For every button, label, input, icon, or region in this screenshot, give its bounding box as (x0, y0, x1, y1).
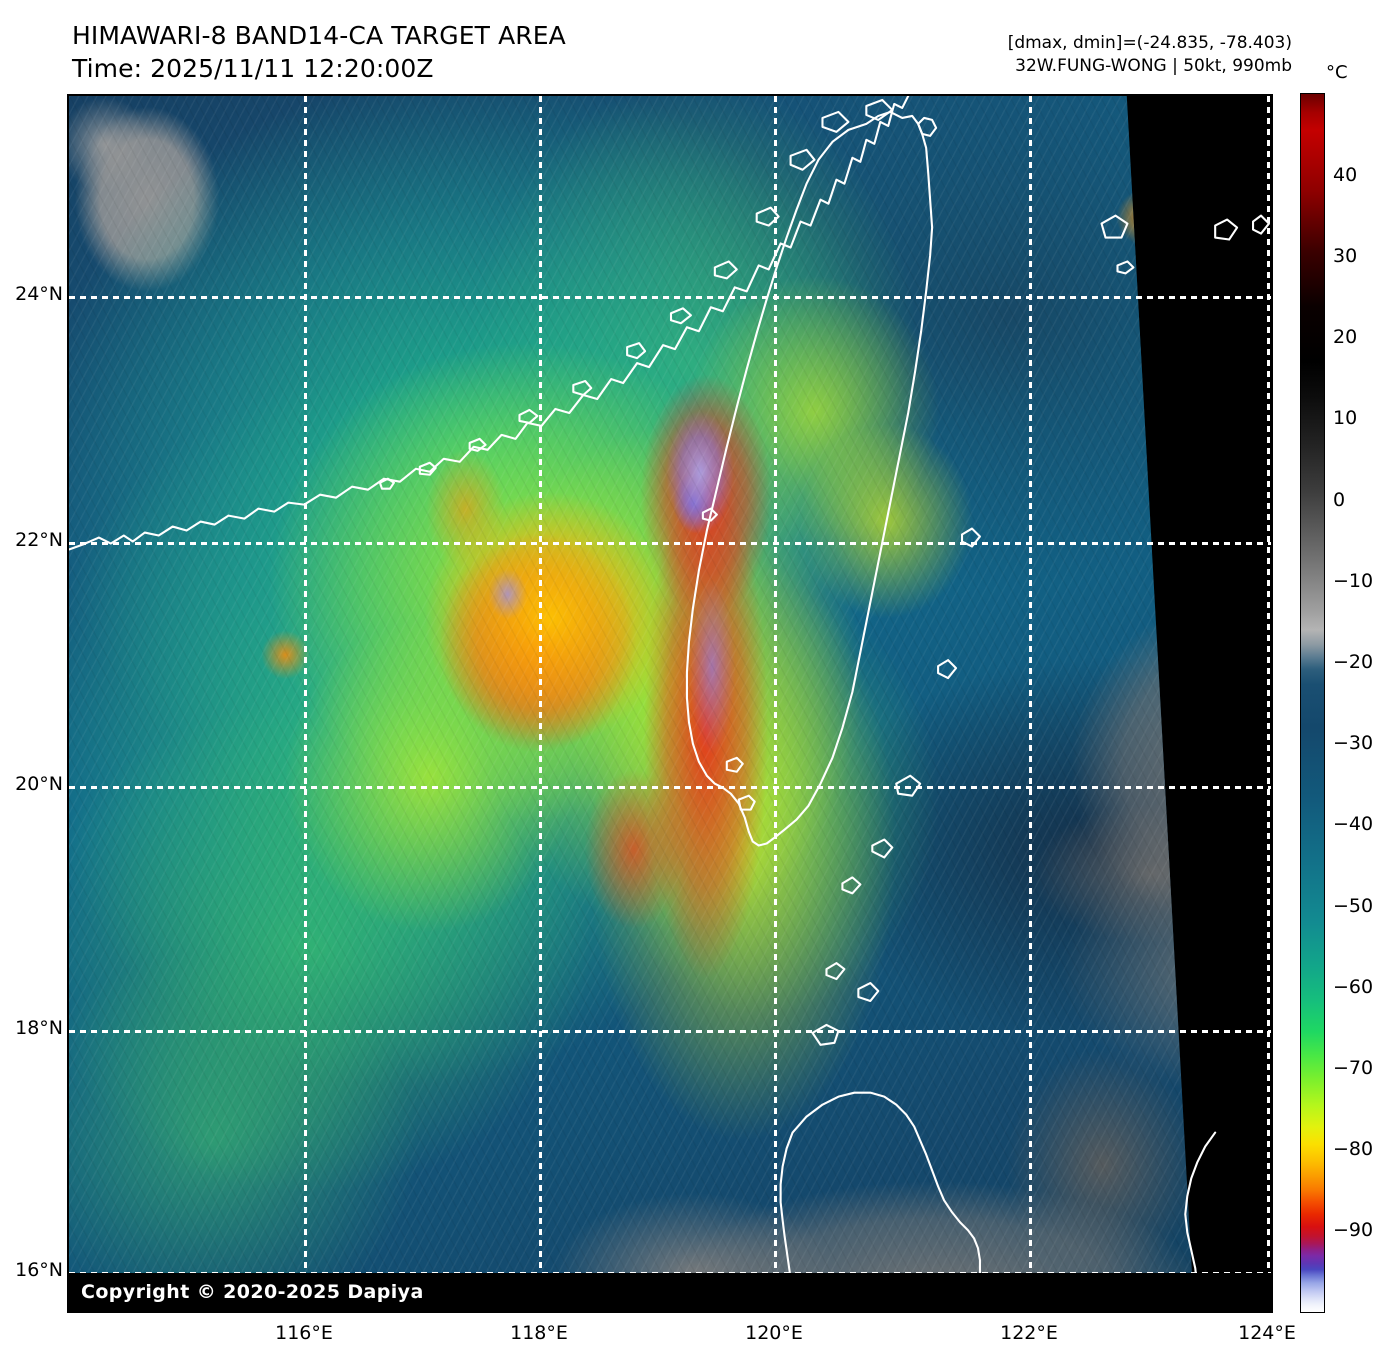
china-offshore-island-2 (418, 461, 437, 476)
title-line: HIMAWARI-8 BAND14-CA TARGET AREA (72, 21, 566, 50)
xtick-124E: 124°E (1238, 1322, 1296, 1344)
island-east-4 (1116, 260, 1135, 275)
batanes-island-1 (871, 838, 894, 859)
island-east-3 (1251, 214, 1271, 235)
cbtick-neg40: −40 (1333, 813, 1374, 835)
xtick-120E: 120°E (745, 1322, 803, 1344)
batanes-island-3 (895, 774, 922, 797)
colorbar-unit-label: °C (1326, 62, 1348, 83)
batanes-island-2 (841, 876, 862, 895)
ytick-22N: 22°N (15, 529, 63, 551)
china-offshore-island-8 (713, 260, 738, 280)
page-title: HIMAWARI-8 BAND14-CA TARGET AREA Time: 2… (72, 20, 566, 85)
china-offshore-island-7 (669, 307, 692, 325)
cbtick-neg10: −10 (1333, 570, 1374, 592)
china-coastline (69, 96, 910, 551)
china-offshore-island-5 (572, 380, 593, 397)
cbtick-neg70: −70 (1333, 1057, 1374, 1079)
china-offshore-island-11 (821, 110, 850, 133)
colorbar-gradient (1301, 94, 1324, 1312)
ytick-20N: 20°N (15, 773, 63, 795)
ytick-16N: 16°N (15, 1259, 63, 1281)
china-offshore-island-6 (626, 342, 647, 360)
taiwan-coastline (685, 110, 934, 847)
cbtick-0: 0 (1333, 489, 1346, 511)
cbtick-30: 30 (1333, 245, 1358, 267)
island-east-2 (1214, 218, 1239, 241)
colorbar (1300, 93, 1325, 1313)
lanyu-island (737, 794, 756, 811)
cbtick-neg20: −20 (1333, 651, 1374, 673)
cbtick-neg80: −80 (1333, 1138, 1374, 1160)
china-offshore-island-12 (865, 98, 894, 121)
babuyan-island-3 (825, 962, 846, 981)
copyright-text: Copyright © 2020-2025 Dapiya (81, 1281, 424, 1303)
china-offshore-island-10 (789, 148, 816, 171)
cbtick-10: 10 (1333, 407, 1358, 429)
storm-info-label: 32W.FUNG-WONG | 50kt, 990mb (1015, 55, 1292, 76)
xtick-122E: 122°E (1000, 1322, 1058, 1344)
xtick-116E: 116°E (275, 1322, 333, 1344)
china-offshore-island-1 (378, 477, 395, 490)
batanes-island-4 (937, 659, 958, 680)
ytick-24N: 24°N (15, 283, 63, 305)
batanes-island-5 (960, 527, 982, 548)
babuyan-island-1 (811, 1023, 840, 1046)
coastline-overlay (69, 96, 1271, 1311)
time-line: Time: 2025/11/11 12:20:00Z (72, 53, 434, 83)
ytick-18N: 18°N (15, 1017, 63, 1039)
dminmax-label: [dmax, dmin]=(-24.835, -78.403) (1007, 33, 1292, 53)
cbtick-neg30: −30 (1333, 732, 1374, 754)
penghu-island (701, 507, 718, 522)
babuyan-island-2 (857, 981, 880, 1003)
satellite-image-plot: Copyright © 2020-2025 Dapiya (67, 94, 1273, 1313)
xtick-118E: 118°E (510, 1322, 568, 1344)
cbtick-40: 40 (1333, 164, 1358, 186)
ludao-island (725, 756, 744, 773)
metadata-block: [dmax, dmin]=(-24.835, -78.403) 32W.FUNG… (1008, 32, 1292, 78)
cbtick-neg90: −90 (1333, 1219, 1374, 1241)
cbtick-20: 20 (1333, 326, 1358, 348)
plot-inner: Copyright © 2020-2025 Dapiya (69, 96, 1271, 1311)
island-east-1 (1100, 214, 1129, 239)
china-offshore-island-9 (755, 206, 780, 227)
copyright-band: Copyright © 2020-2025 Dapiya (69, 1273, 1271, 1311)
taiwan-ne-cape (917, 116, 938, 137)
cbtick-neg50: −50 (1333, 895, 1374, 917)
china-offshore-island-4 (518, 408, 539, 424)
cbtick-neg60: −60 (1333, 976, 1374, 998)
china-offshore-island-3 (468, 437, 487, 452)
